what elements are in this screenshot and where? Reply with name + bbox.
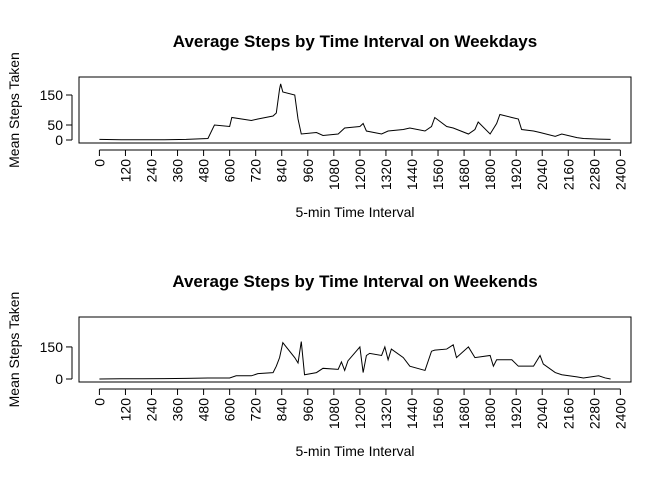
x-tick-label: 360 [170,398,186,422]
x-tick-label: 1800 [482,398,498,429]
x-tick-label: 1680 [456,159,472,190]
plot-box [78,316,632,383]
y-tick-label: 150 [40,339,64,355]
y-tick-label: 0 [55,371,63,387]
x-tick-label: 1080 [326,159,342,190]
x-tick-label: 2160 [560,398,576,429]
x-tick-label: 2400 [612,159,628,190]
chart-title: Average Steps by Time Interval on Weeken… [172,272,537,291]
x-tick-label: 1920 [508,159,524,190]
x-tick-label: 1200 [352,159,368,190]
y-axis-title: Mean Steps Taken [6,292,22,408]
x-axis-title: 5-min Time Interval [295,204,414,220]
x-tick-label: 480 [196,398,212,422]
x-tick-label: 840 [274,159,290,183]
x-tick-label: 120 [117,398,133,422]
x-tick-label: 2400 [612,398,628,429]
x-tick-label: 1080 [326,398,342,429]
y-tick-label: 150 [40,87,64,103]
x-tick-label: 120 [117,159,133,183]
x-tick-label: 2040 [534,398,550,429]
chart-title: Average Steps by Time Interval on Weekda… [173,32,537,51]
x-tick-label: 1560 [430,159,446,190]
x-tick-label: 0 [91,398,107,406]
x-tick-label: 2280 [586,398,602,429]
x-tick-label: 360 [170,159,186,183]
x-tick-label: 2160 [560,159,576,190]
x-tick-label: 600 [222,159,238,183]
x-tick-label: 1320 [378,398,394,429]
x-tick-label: 1320 [378,159,394,190]
x-tick-label: 1560 [430,398,446,429]
plot-box [78,76,632,144]
x-tick-label: 960 [300,159,316,183]
data-line [99,341,611,380]
x-tick-label: 720 [248,398,264,422]
x-tick-label: 720 [248,159,264,183]
x-tick-label: 1920 [508,398,524,429]
x-tick-label: 1680 [456,398,472,429]
x-axis-title: 5-min Time Interval [295,443,414,459]
y-tick-label: 50 [47,117,63,133]
x-tick-label: 240 [144,398,160,422]
x-tick-label: 480 [196,159,212,183]
x-tick-label: 2040 [534,159,550,190]
x-tick-label: 0 [91,159,107,167]
y-axis-title: Mean Steps Taken [6,52,22,168]
x-tick-label: 1800 [482,159,498,190]
x-tick-label: 2280 [586,159,602,190]
x-tick-label: 600 [222,398,238,422]
x-tick-label: 1200 [352,398,368,429]
x-tick-label: 960 [300,398,316,422]
x-tick-label: 1440 [404,398,420,429]
data-line [99,83,611,141]
x-tick-label: 840 [274,398,290,422]
x-tick-label: 240 [144,159,160,183]
x-tick-label: 1440 [404,159,420,190]
y-tick-label: 0 [55,132,63,148]
